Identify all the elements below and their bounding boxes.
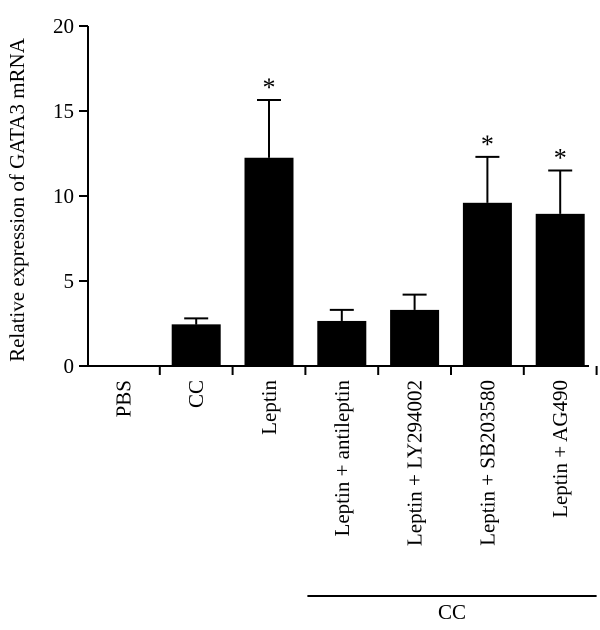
- significance-marker: *: [263, 73, 276, 102]
- bar: [390, 309, 440, 366]
- bar: [317, 320, 367, 366]
- y-tick-label: 10: [53, 184, 74, 208]
- x-category-label: Leptin + SB203580: [475, 380, 499, 546]
- y-tick-label: 5: [64, 269, 75, 293]
- y-tick-label: 20: [53, 14, 74, 38]
- significance-marker: *: [554, 144, 567, 173]
- y-axis-title: Relative expression of GATA3 mRNA: [5, 37, 29, 362]
- group-label: CC: [438, 600, 466, 624]
- x-category-label: Leptin + AG490: [548, 380, 572, 518]
- x-category-label: Leptin + antileptin: [330, 380, 354, 537]
- significance-marker: *: [481, 130, 494, 159]
- y-tick-label: 0: [64, 354, 75, 378]
- y-tick-label: 15: [53, 99, 74, 123]
- bar: [462, 202, 512, 366]
- bar: [535, 213, 585, 366]
- x-category-label: Leptin + LY294002: [403, 380, 427, 546]
- x-category-label: CC: [184, 380, 208, 408]
- x-category-label: PBS: [111, 380, 135, 417]
- x-category-label: Leptin: [257, 380, 281, 435]
- bar: [244, 157, 294, 366]
- bar: [171, 324, 221, 366]
